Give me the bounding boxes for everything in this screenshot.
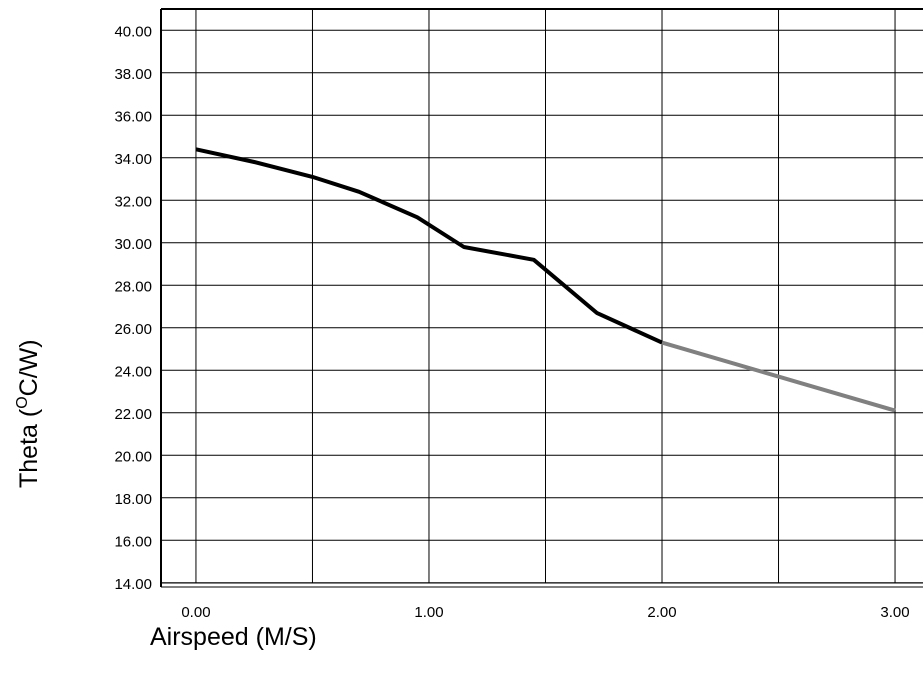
y-tick-label: 16.00: [114, 533, 152, 550]
y-tick-label: 22.00: [114, 406, 152, 423]
y-tick-label: 20.00: [114, 448, 152, 465]
y-tick-label: 26.00: [114, 321, 152, 338]
series-line-1: [195, 147, 663, 345]
x-tick-label: 0.00: [181, 604, 210, 621]
y-tick-label: 32.00: [114, 193, 152, 210]
y-tick-label: 34.00: [114, 151, 152, 168]
x-tick-label: 3.00: [880, 604, 909, 621]
y-tick-label: 24.00: [114, 363, 152, 380]
y-axis-title-rest: C/W): [15, 339, 43, 396]
y-tick-label: 30.00: [114, 236, 152, 253]
y-tick-labels: 14.00 16.00 18.00 20.00 22.00 24.00 26.00 28.00…: [114, 23, 152, 593]
x-axis-title: Airspeed (M/S): [150, 623, 317, 651]
series-line-2: [661, 340, 896, 413]
y-axis-title-sup: O: [14, 396, 31, 408]
y-tick-label: 14.00: [114, 576, 152, 593]
x-tick-label: 2.00: [647, 604, 676, 621]
y-tick-label: 28.00: [114, 278, 152, 295]
y-axis-title: Theta (OC/W): [14, 339, 43, 488]
y-tick-label: 38.00: [114, 66, 152, 83]
y-tick-label: 36.00: [114, 108, 152, 125]
x-tick-labels: 0.00 1.00 2.00 3.00: [181, 604, 909, 621]
series-layer: [195, 147, 896, 413]
y-tick-label: 18.00: [114, 491, 152, 508]
y-axis-title-main: Theta (: [15, 408, 43, 488]
x-tick-label: 1.00: [414, 604, 443, 621]
grid: [160, 8, 923, 588]
y-tick-label: 40.00: [114, 23, 152, 40]
